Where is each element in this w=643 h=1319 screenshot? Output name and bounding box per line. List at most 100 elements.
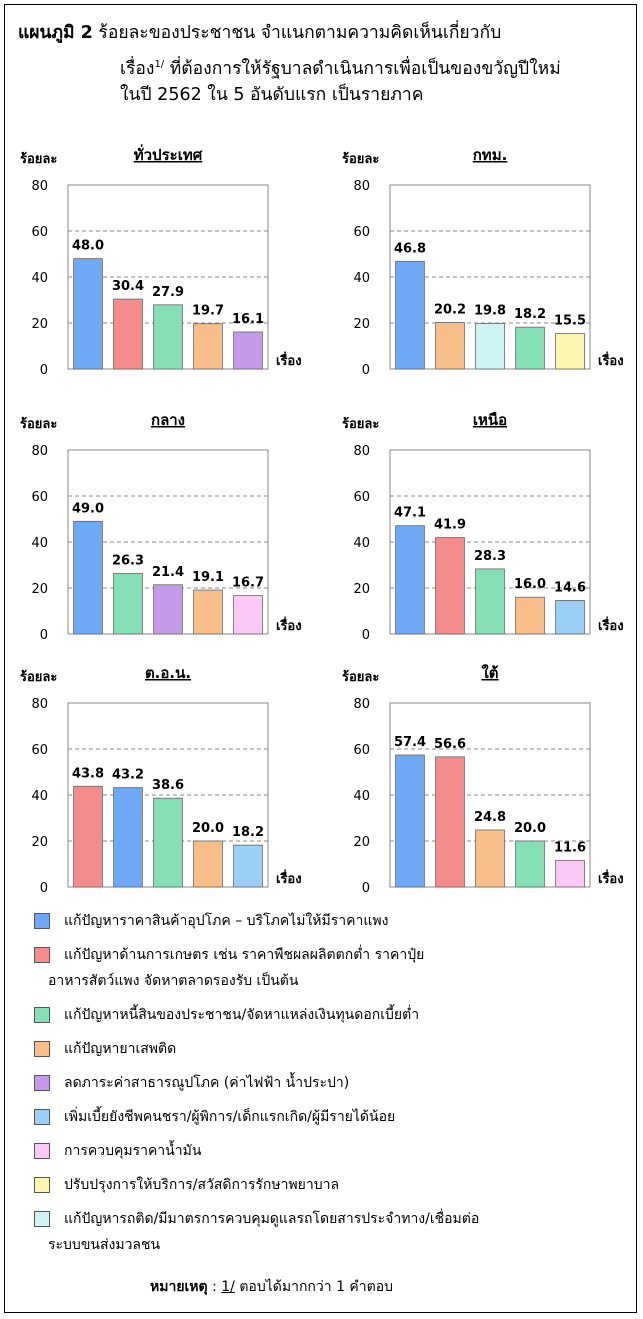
legend-label-line: แก้ปัญหารถติด/มีมาตรการควบคุมดูแลรถโดยสา… — [64, 1211, 480, 1227]
bar — [153, 797, 183, 888]
footnote-label: หมายเหตุ — [150, 1279, 208, 1295]
bar — [395, 260, 425, 370]
data-label: 41.9 — [434, 518, 466, 533]
legend-swatch — [34, 913, 50, 929]
y-tick-label: 40 — [31, 789, 48, 804]
bar — [475, 323, 505, 370]
y-tick-label: 60 — [31, 743, 48, 758]
data-label: 19.7 — [192, 304, 224, 319]
y-tick-label: 20 — [31, 317, 48, 332]
bar — [233, 331, 263, 370]
y-tick-label: 40 — [353, 789, 370, 804]
y-tick-label: 40 — [31, 271, 48, 286]
legend-label-line: ลดภาระค่าสาธารณูปโภค (ค่าไฟฟ้า น้ำประปา) — [64, 1075, 350, 1091]
legend-label-line: อาหารสัตว์แพง จัดหาตลาดรองรับ เป็นต้น — [48, 973, 299, 989]
y-tick-label: 80 — [31, 697, 48, 712]
data-label: 19.8 — [474, 303, 506, 318]
bar — [193, 323, 223, 370]
bar — [193, 840, 223, 888]
x-axis-label: เรื่อง — [598, 351, 624, 369]
chart-title: กทม. — [473, 146, 508, 164]
legend-label: แก้ปัญหาหนี้สินของประชาชน/จัดหาแหล่งเงิน… — [64, 1002, 419, 1028]
data-label: 43.2 — [112, 768, 144, 783]
legend-label-line: แก้ปัญหาราคาสินค้าอุปโภค – บริโภคไม่ให้ม… — [64, 913, 389, 929]
bar — [193, 589, 223, 635]
title-label: แผนภูมิ 2 — [18, 23, 93, 43]
y-tick-label: 0 — [362, 881, 370, 896]
data-label: 15.5 — [554, 313, 586, 328]
bar — [515, 840, 545, 888]
data-label: 43.8 — [72, 766, 104, 781]
bar — [233, 595, 263, 635]
bar — [395, 754, 425, 888]
x-axis-label: เรื่อง — [276, 616, 302, 634]
x-axis-label: เรื่อง — [276, 351, 302, 369]
data-label: 28.3 — [474, 549, 506, 564]
x-axis-label: เรื่อง — [598, 616, 624, 634]
y-tick-label: 80 — [353, 697, 370, 712]
data-label: 20.0 — [192, 821, 224, 836]
legend-label: เพิ่มเบี้ยยังชีพคนชรา/ผู้พิการ/เด็กแรกเก… — [64, 1104, 395, 1130]
y-axis-label: ร้อยละ — [20, 151, 57, 167]
data-label: 20.2 — [434, 303, 466, 318]
data-label: 46.8 — [394, 241, 426, 256]
title-text-2b: ที่ต้องการให้รัฐบาลดำเนินการเพื่อเป็นของ… — [164, 58, 561, 79]
data-label: 56.6 — [434, 737, 466, 752]
title-text-1: ร้อยละของประชาชน จำแนกตามความคิดเห็นเกี่… — [98, 23, 502, 43]
legend-swatch — [34, 1075, 50, 1091]
y-tick-label: 20 — [353, 835, 370, 850]
chart-title: ต.อ.น. — [145, 664, 191, 682]
title-line-1: แผนภูมิ 2 ร้อยละของประชาชน จำแนกตามความค… — [18, 18, 501, 49]
legend-label: ปรับปรุงการให้บริการ/สวัสดิการรักษาพยาบา… — [64, 1172, 339, 1198]
data-label: 48.0 — [72, 239, 104, 254]
y-tick-label: 40 — [31, 536, 48, 551]
bar — [515, 596, 545, 635]
data-label: 24.8 — [474, 810, 506, 825]
legend-swatch — [34, 947, 50, 963]
bar — [113, 573, 143, 635]
legend-label-line: การควบคุมราคาน้ำมัน — [64, 1143, 202, 1159]
bar — [73, 520, 103, 635]
footnote-text: ตอบได้มากกว่า 1 คำตอบ — [234, 1279, 394, 1295]
legend-label-line: แก้ปัญหาหนี้สินของประชาชน/จัดหาแหล่งเงิน… — [64, 1007, 420, 1023]
legend-label: แก้ปัญหาราคาสินค้าอุปโภค – บริโภคไม่ให้ม… — [64, 908, 388, 934]
bar — [555, 859, 585, 888]
chart-title: กลาง — [151, 411, 185, 429]
legend-swatch — [34, 1143, 50, 1159]
data-label: 16.7 — [232, 576, 264, 591]
data-label: 19.1 — [192, 570, 224, 585]
y-tick-label: 0 — [40, 628, 48, 643]
y-tick-label: 20 — [353, 582, 370, 597]
bar — [73, 258, 103, 370]
data-label: 30.4 — [112, 279, 144, 294]
y-tick-label: 0 — [362, 628, 370, 643]
title-line-3: ในปี 2562 ใน 5 อันดับแรก เป็นรายภาค — [120, 85, 424, 105]
chart-title: ใต้ — [481, 664, 498, 682]
y-tick-label: 40 — [353, 271, 370, 286]
legend-label-line: เพิ่มเบี้ยยังชีพคนชรา/ผู้พิการ/เด็กแรกเก… — [64, 1109, 396, 1125]
bar — [475, 829, 505, 888]
bar — [113, 787, 143, 888]
legend-swatch — [34, 1007, 50, 1023]
y-tick-label: 60 — [31, 490, 48, 505]
footnote-ref: 1/ — [221, 1279, 235, 1295]
legend-label: การควบคุมราคาน้ำมัน — [64, 1138, 201, 1164]
y-tick-label: 80 — [31, 444, 48, 459]
y-tick-label: 60 — [353, 490, 370, 505]
bar — [435, 756, 465, 888]
legend-label-line: แก้ปัญหายาเสพติด — [64, 1041, 177, 1057]
data-label: 38.6 — [152, 778, 184, 793]
bar — [555, 600, 585, 635]
title-line-2: เรื่อง1/ ที่ต้องการให้รัฐบาลดำเนินการเพื… — [120, 49, 561, 85]
legend-label-line: ระบบขนส่งมวลชน — [48, 1237, 161, 1253]
y-tick-label: 0 — [40, 363, 48, 378]
legend-label-line: แก้ปัญหาด้านการเกษตร เช่น ราคาพืชผลผลิตต… — [64, 947, 425, 963]
bar — [113, 298, 143, 370]
bar — [435, 537, 465, 635]
y-axis-label: ร้อยละ — [20, 669, 57, 685]
y-tick-label: 20 — [31, 582, 48, 597]
y-tick-label: 60 — [31, 225, 48, 240]
y-tick-label: 0 — [40, 881, 48, 896]
x-axis-label: เรื่อง — [276, 869, 302, 887]
chart-title: เหนือ — [473, 411, 507, 429]
